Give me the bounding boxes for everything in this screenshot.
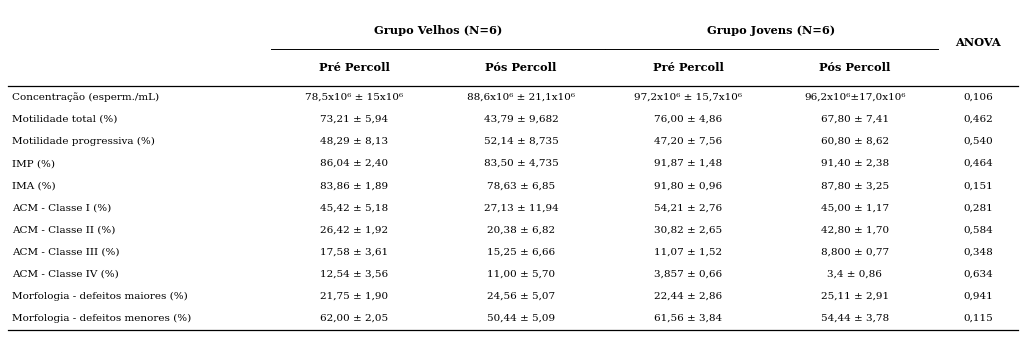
Text: IMP (%): IMP (%) — [12, 159, 56, 168]
Text: 0,106: 0,106 — [963, 93, 993, 102]
Text: ACM - Classe II (%): ACM - Classe II (%) — [12, 225, 115, 235]
Text: 48,29 ± 8,13: 48,29 ± 8,13 — [320, 137, 388, 146]
Text: 21,75 ± 1,90: 21,75 ± 1,90 — [320, 292, 388, 301]
Text: 73,21 ± 5,94: 73,21 ± 5,94 — [320, 115, 388, 124]
Text: 0,634: 0,634 — [963, 270, 993, 279]
Text: 11,00 ± 5,70: 11,00 ± 5,70 — [487, 270, 555, 279]
Text: 78,63 ± 6,85: 78,63 ± 6,85 — [487, 181, 555, 190]
Text: IMA (%): IMA (%) — [12, 181, 56, 190]
Text: 86,04 ± 2,40: 86,04 ± 2,40 — [320, 159, 388, 168]
Text: 54,21 ± 2,76: 54,21 ± 2,76 — [654, 203, 722, 212]
Text: ACM - Classe III (%): ACM - Classe III (%) — [12, 248, 119, 257]
Text: 27,13 ± 11,94: 27,13 ± 11,94 — [484, 203, 558, 212]
Text: 30,82 ± 2,65: 30,82 ± 2,65 — [654, 225, 722, 235]
Text: 87,80 ± 3,25: 87,80 ± 3,25 — [821, 181, 889, 190]
Text: Grupo Velhos (N=6): Grupo Velhos (N=6) — [374, 25, 502, 36]
Text: 0,941: 0,941 — [963, 292, 993, 301]
Text: Concentração (esperm./mL): Concentração (esperm./mL) — [12, 92, 160, 102]
Text: ANOVA: ANOVA — [955, 37, 1001, 48]
Text: 43,79 ± 9,682: 43,79 ± 9,682 — [484, 115, 558, 124]
Text: ACM - Classe I (%): ACM - Classe I (%) — [12, 203, 111, 212]
Text: 0,151: 0,151 — [963, 181, 993, 190]
Text: 3,4 ± 0,86: 3,4 ± 0,86 — [827, 270, 883, 279]
Text: 22,44 ± 2,86: 22,44 ± 2,86 — [654, 292, 722, 301]
Text: Pós Percoll: Pós Percoll — [819, 62, 891, 73]
Text: 0,540: 0,540 — [963, 137, 993, 146]
Text: 45,00 ± 1,17: 45,00 ± 1,17 — [821, 203, 889, 212]
Text: 0,464: 0,464 — [963, 159, 993, 168]
Text: 26,42 ± 1,92: 26,42 ± 1,92 — [320, 225, 388, 235]
Text: 24,56 ± 5,07: 24,56 ± 5,07 — [487, 292, 555, 301]
Text: 60,80 ± 8,62: 60,80 ± 8,62 — [821, 137, 889, 146]
Text: 91,87 ± 1,48: 91,87 ± 1,48 — [654, 159, 722, 168]
Text: Morfologia - defeitos maiores (%): Morfologia - defeitos maiores (%) — [12, 292, 188, 301]
Text: 91,80 ± 0,96: 91,80 ± 0,96 — [654, 181, 722, 190]
Text: Motilidade progressiva (%): Motilidade progressiva (%) — [12, 137, 156, 146]
Text: Motilidade total (%): Motilidade total (%) — [12, 115, 117, 124]
Text: 42,80 ± 1,70: 42,80 ± 1,70 — [821, 225, 889, 235]
Text: 20,38 ± 6,82: 20,38 ± 6,82 — [487, 225, 555, 235]
Text: 62,00 ± 2,05: 62,00 ± 2,05 — [320, 314, 388, 323]
Text: 76,00 ± 4,86: 76,00 ± 4,86 — [654, 115, 722, 124]
Text: ACM - Classe IV (%): ACM - Classe IV (%) — [12, 270, 119, 279]
Text: 11,07 ± 1,52: 11,07 ± 1,52 — [654, 248, 722, 257]
Text: 17,58 ± 3,61: 17,58 ± 3,61 — [320, 248, 388, 257]
Text: 61,56 ± 3,84: 61,56 ± 3,84 — [654, 314, 722, 323]
Text: Pós Percoll: Pós Percoll — [485, 62, 557, 73]
Text: 15,25 ± 6,66: 15,25 ± 6,66 — [487, 248, 555, 257]
Text: 12,54 ± 3,56: 12,54 ± 3,56 — [320, 270, 388, 279]
Text: 54,44 ± 3,78: 54,44 ± 3,78 — [821, 314, 889, 323]
Text: 83,50 ± 4,735: 83,50 ± 4,735 — [484, 159, 558, 168]
Text: Pré Percoll: Pré Percoll — [319, 62, 389, 73]
Text: 47,20 ± 7,56: 47,20 ± 7,56 — [654, 137, 722, 146]
Text: 91,40 ± 2,38: 91,40 ± 2,38 — [821, 159, 889, 168]
Text: 25,11 ± 2,91: 25,11 ± 2,91 — [821, 292, 889, 301]
Text: 78,5x10⁶ ± 15x10⁶: 78,5x10⁶ ± 15x10⁶ — [305, 93, 404, 102]
Text: Grupo Jovens (N=6): Grupo Jovens (N=6) — [708, 25, 835, 36]
Text: 0,281: 0,281 — [963, 203, 993, 212]
Text: 67,80 ± 7,41: 67,80 ± 7,41 — [821, 115, 889, 124]
Text: 96,2x10⁶±17,0x10⁶: 96,2x10⁶±17,0x10⁶ — [804, 93, 905, 102]
Text: 52,14 ± 8,735: 52,14 ± 8,735 — [484, 137, 558, 146]
Text: 88,6x10⁶ ± 21,1x10⁶: 88,6x10⁶ ± 21,1x10⁶ — [468, 93, 575, 102]
Text: 50,44 ± 5,09: 50,44 ± 5,09 — [487, 314, 555, 323]
Text: 97,2x10⁶ ± 15,7x10⁶: 97,2x10⁶ ± 15,7x10⁶ — [634, 93, 742, 102]
Text: 0,348: 0,348 — [963, 248, 993, 257]
Text: 8,800 ± 0,77: 8,800 ± 0,77 — [821, 248, 889, 257]
Text: 0,462: 0,462 — [963, 115, 993, 124]
Text: 0,115: 0,115 — [963, 314, 993, 323]
Text: 83,86 ± 1,89: 83,86 ± 1,89 — [320, 181, 388, 190]
Text: Morfologia - defeitos menores (%): Morfologia - defeitos menores (%) — [12, 314, 192, 323]
Text: 0,584: 0,584 — [963, 225, 993, 235]
Text: 3,857 ± 0,66: 3,857 ± 0,66 — [654, 270, 722, 279]
Text: Pré Percoll: Pré Percoll — [653, 62, 723, 73]
Text: 45,42 ± 5,18: 45,42 ± 5,18 — [320, 203, 388, 212]
